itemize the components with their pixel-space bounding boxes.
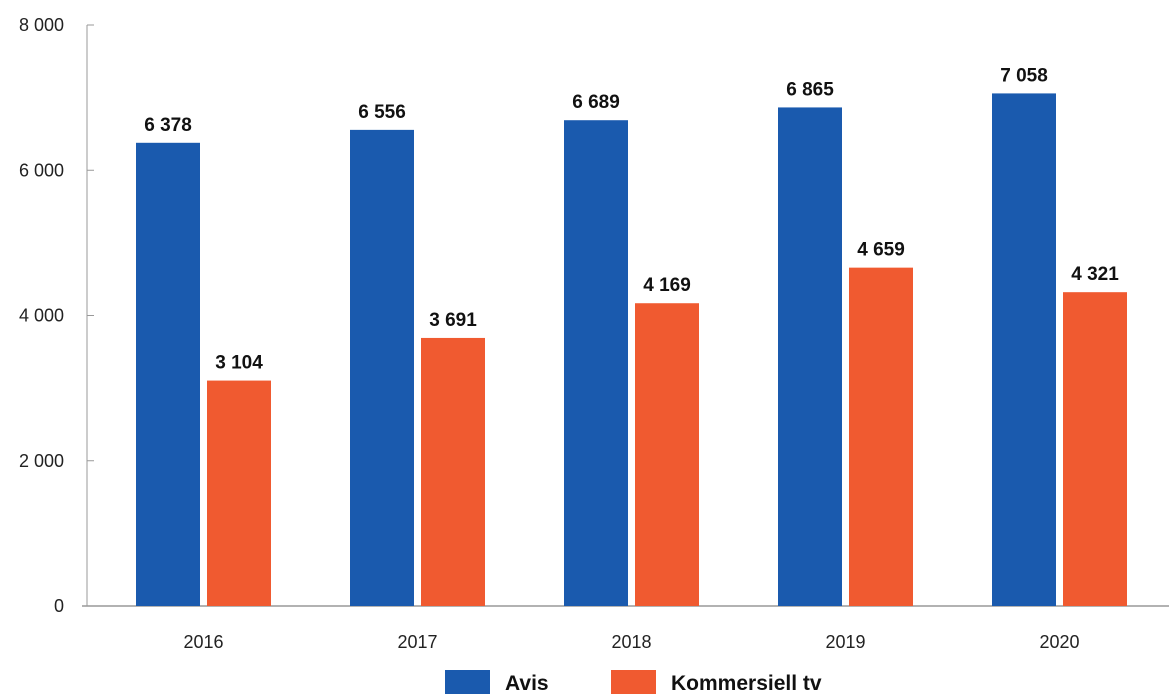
- x-axis: 2016 2017 2018 2019 2020: [82, 605, 1169, 652]
- y-tick-label: 0: [54, 596, 64, 616]
- bar-kommersiell-tv: [635, 303, 699, 606]
- legend-swatch: [611, 670, 656, 694]
- legend-label: Kommersiell tv: [671, 672, 822, 694]
- y-tick-label: 2 000: [19, 451, 64, 471]
- data-label: 6 378: [144, 115, 192, 136]
- data-label: 3 104: [215, 353, 263, 374]
- bar-avis: [992, 93, 1056, 607]
- y-tick-label: 8 000: [19, 15, 64, 35]
- bars: 6 378 3 104 6 556 3 691 6 689 4 169 6 865 4 659…: [136, 65, 1127, 607]
- legend-swatch: [445, 670, 490, 694]
- x-tick-label: 2016: [183, 632, 223, 652]
- bar-kommersiell-tv: [421, 337, 485, 606]
- data-label: 4 321: [1071, 264, 1119, 285]
- bar-kommersiell-tv: [849, 267, 913, 606]
- y-axis: 0 2 000 4 000 6 000 8 000: [19, 15, 94, 616]
- legend-label: Avis: [505, 672, 549, 694]
- bar-avis: [350, 129, 414, 607]
- y-tick-label: 4 000: [19, 306, 64, 326]
- data-label: 6 689: [572, 92, 620, 113]
- bar-kommersiell-tv: [1063, 292, 1127, 606]
- data-label: 4 169: [643, 275, 691, 296]
- data-label: 6 556: [358, 102, 406, 123]
- x-tick-label: 2020: [1039, 632, 1079, 652]
- bar-kommersiell-tv: [207, 380, 271, 606]
- bar-avis: [778, 107, 842, 606]
- data-label: 7 058: [1000, 65, 1048, 86]
- data-label: 3 691: [429, 310, 477, 331]
- bar-avis: [136, 142, 200, 607]
- x-tick-label: 2019: [825, 632, 865, 652]
- data-label: 6 865: [786, 79, 834, 100]
- y-tick-label: 6 000: [19, 160, 64, 180]
- legend: Avis Kommersiell tv: [445, 670, 822, 694]
- bar-avis: [564, 120, 628, 607]
- x-tick-label: 2017: [397, 632, 437, 652]
- data-label: 4 659: [857, 240, 905, 261]
- x-tick-label: 2018: [611, 632, 651, 652]
